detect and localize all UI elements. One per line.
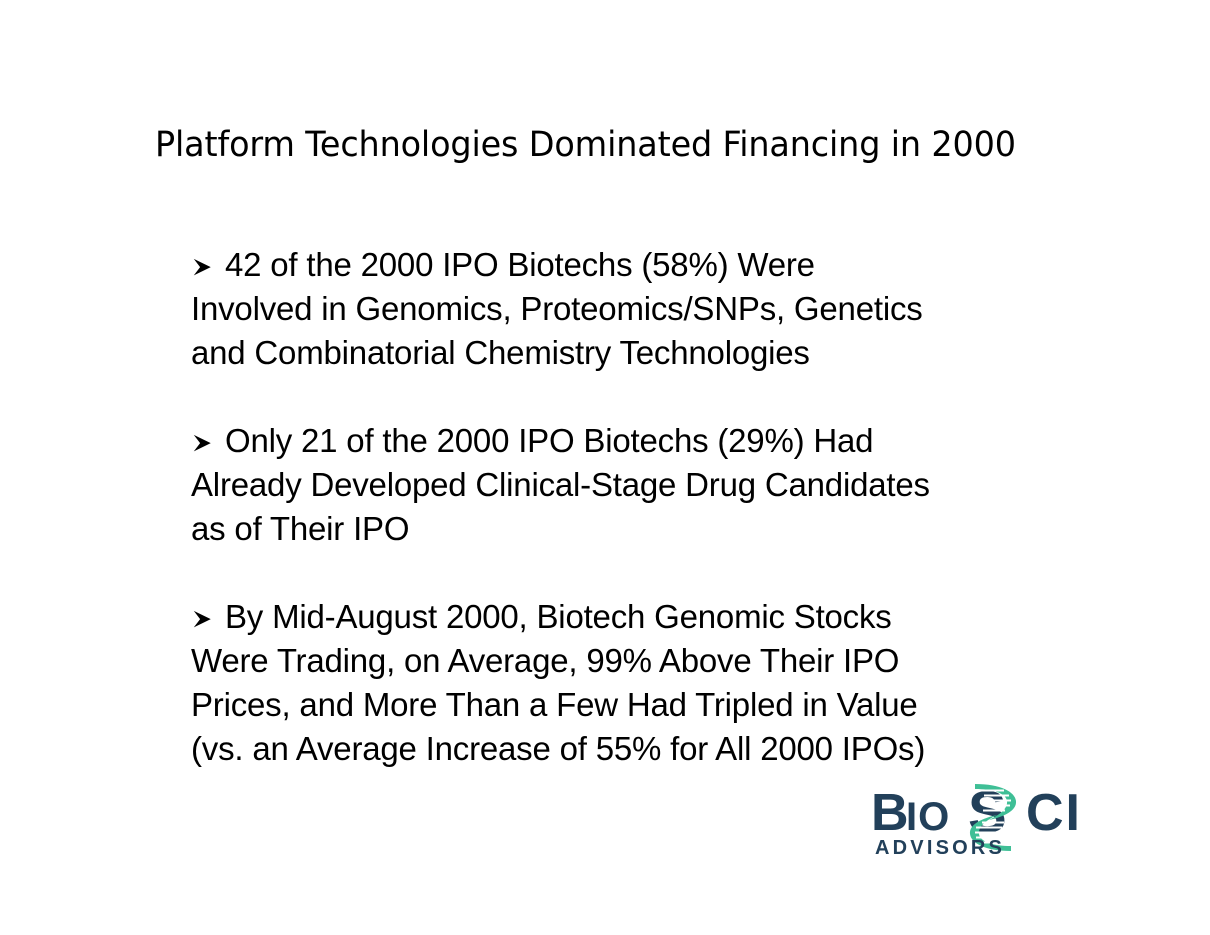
bullet-line: Already Developed Clinical-Stage Drug Ca… <box>191 466 930 503</box>
bullet-group-3: By Mid-August 2000, Biotech Genomic Stoc… <box>191 595 1071 771</box>
bullet-line: and Combinatorial Chemistry Technologies <box>191 334 810 371</box>
svg-text:IO: IO <box>906 795 950 839</box>
bullet-text: Only 21 of the 2000 IPO Biotechs (29%) H… <box>225 422 874 459</box>
bullet-text: 42 of the 2000 IPO Biotechs (58%) Were <box>225 246 815 283</box>
bullet-text: By Mid-August 2000, Biotech Genomic Stoc… <box>225 598 892 635</box>
svg-text:B: B <box>871 784 909 842</box>
bullet-group-1: 42 of the 2000 IPO Biotechs (58%) Were I… <box>191 243 1071 375</box>
bullet-line: By Mid-August 2000, Biotech Genomic Stoc… <box>191 595 1071 639</box>
bullet-line: Only 21 of the 2000 IPO Biotechs (29%) H… <box>191 419 1071 463</box>
bullet-line: Prices, and More Than a Few Had Tripled … <box>191 686 918 723</box>
svg-text:ADVISORS: ADVISORS <box>875 837 1005 859</box>
bullet-list: 42 of the 2000 IPO Biotechs (58%) Were I… <box>191 243 1071 771</box>
bullet-line: Involved in Genomics, Proteomics/SNPs, G… <box>191 290 923 327</box>
dna-helix-icon <box>969 784 1017 851</box>
bullet-line: (vs. an Average Increase of 55% for All … <box>191 730 926 767</box>
bullet-group-2: Only 21 of the 2000 IPO Biotechs (29%) H… <box>191 419 1071 551</box>
bullet-line: 42 of the 2000 IPO Biotechs (58%) Were <box>191 243 1071 287</box>
bullet-line: as of Their IPO <box>191 510 410 547</box>
svg-text:CI: CI <box>1026 784 1082 842</box>
arrowhead-bullet-icon <box>191 595 225 639</box>
biosci-advisors-logo: B IO S <box>871 778 1129 860</box>
arrowhead-bullet-icon <box>191 243 225 287</box>
bullet-line: Were Trading, on Average, 99% Above Thei… <box>191 642 900 679</box>
arrowhead-bullet-icon <box>191 419 225 463</box>
page-title: Platform Technologies Dominated Financin… <box>155 125 1016 165</box>
